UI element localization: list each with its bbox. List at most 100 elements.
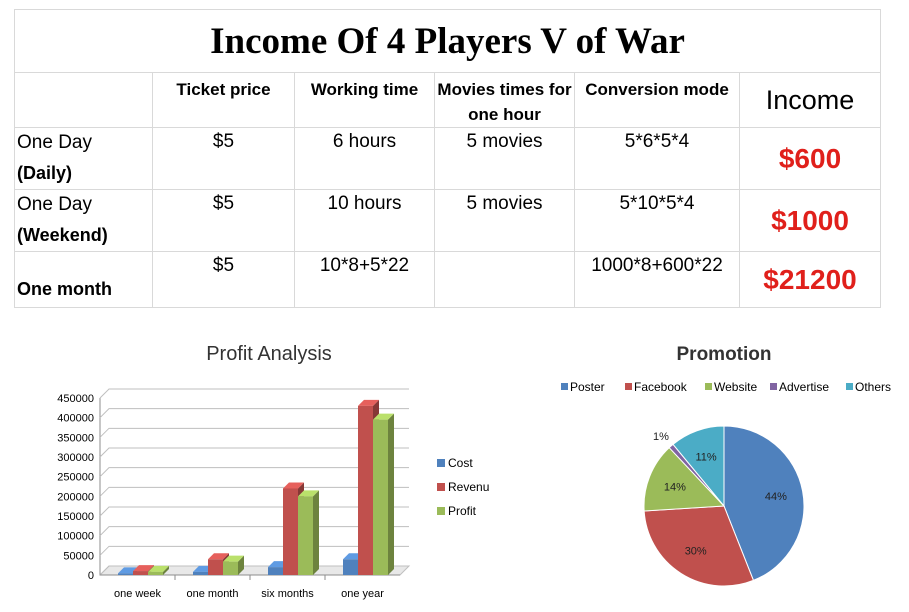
bar-front [373,419,388,575]
cell-ticket: $5 [152,251,295,308]
profit-chart-title: Profit Analysis [206,343,332,365]
cell-ticket: $5 [152,127,295,190]
header-ticket-price: Ticket price [152,72,295,128]
y-tick-label: 200000 [57,491,94,503]
cell-ticket: $5 [152,189,295,252]
legend-label: Website [714,380,757,394]
legend-swatch [437,483,445,491]
gridline [99,427,409,438]
bar-profit-one-week [148,565,169,575]
y-tick-label: 350000 [57,432,94,444]
pie-data-label: 30% [685,546,707,558]
pie-slice-website [643,446,726,512]
bar-front [148,571,163,575]
row-label: One Day (Daily) [14,127,153,190]
pie-data-label: 1% [653,431,669,443]
bar-top [133,565,154,572]
bar-top [358,399,379,406]
bar-front [133,571,148,575]
bar-front [193,571,208,575]
bar-top [373,413,394,420]
y-tick-label: 0 [88,570,94,582]
row-label-line1: One Day [17,132,92,153]
cell-income: $21200 [738,251,882,308]
bar-front [208,559,223,575]
legend-swatch [437,507,445,515]
cell-mode: 5*6*5*4 [574,127,740,190]
cell-time: 10*8+5*22 [294,251,435,308]
x-tick-label: six months [261,588,314,600]
gridline [99,467,409,478]
pie-slice-others [672,425,725,508]
bar-front [268,567,283,575]
bar-top [298,490,319,497]
legend-label: Cost [448,456,473,470]
header-movies-times: Movies times for one hour [434,72,575,128]
y-tick-label: 450000 [57,393,94,405]
profit-analysis-chart: Profit Analysis 0 50000 100000 150000 200000… [57,343,489,600]
legend-label: Advertise [779,380,829,394]
pie-slice-facebook [643,505,755,587]
legend-swatch [770,383,777,390]
table-title: Income Of 4 Players V of War [13,9,882,73]
cell-movies [434,251,575,308]
legend-swatch [846,383,853,390]
legend-label: Profit [448,504,477,518]
row-label-line2: (Daily) [17,163,73,183]
x-tick-label: one week [114,588,162,600]
pie-data-label: 14% [664,482,686,494]
cell-movies: 5 movies [434,127,575,190]
header-working-time: Working time [294,72,435,128]
bar-profit-one-month [223,555,244,575]
gridline [99,486,409,497]
table-row: One month $5 10*8+5*22 1000*8+600*22 $21… [14,251,882,308]
gridline [99,388,409,399]
row-label: One month [14,251,153,308]
y-tick-label: 400000 [57,413,94,425]
bar-top [208,553,229,560]
row-label-line2: One month [17,279,112,299]
legend-label: Revenu [448,480,489,494]
legend-label: Poster [570,380,605,394]
header-conversion-mode: Conversion mode [574,72,740,128]
row-label: One Day (Weekend) [14,189,153,252]
y-tick-label: 50000 [63,550,94,562]
bar-side [163,565,169,575]
bar-side [313,490,319,575]
legend-swatch [561,383,568,390]
cell-mode: 1000*8+600*22 [574,251,740,308]
bar-front [223,561,238,575]
header-empty [14,72,153,128]
bar-front [298,496,313,575]
cell-movies: 5 movies [434,189,575,252]
y-tick-label: 250000 [57,472,94,484]
legend-swatch [705,383,712,390]
promotion-chart-title: Promotion [677,344,772,365]
pie-data-label: 44% [765,491,787,503]
cell-income: $1000 [738,189,882,252]
bar-front [343,559,358,575]
bar-top [223,555,244,562]
y-tick-label: 150000 [57,511,94,523]
bar-side [388,413,394,575]
table-row: One Day (Daily) $5 6 hours 5 movies 5*6*5… [14,127,882,190]
cell-income: $600 [738,127,882,190]
bar-top [148,565,169,572]
bar-profit-six-months [298,490,319,575]
pie-slice-poster [723,425,805,582]
y-tick-label: 100000 [57,531,94,543]
row-label-line2: (Weekend) [17,225,108,245]
bar-front [283,488,298,575]
table-row: One Day (Weekend) $5 10 hours 5 movies 5*… [14,189,882,252]
bar-side [238,555,244,575]
y-tick-label: 300000 [57,452,94,464]
promotion-chart: Promotion Poster Facebook Website Advertise… [561,344,891,587]
gridline [99,408,409,419]
bar-top [283,482,304,489]
x-tick-label: one month [187,588,239,600]
legend-swatch [625,383,632,390]
row-label-line1: One Day [17,194,92,215]
x-tick-label: one year [341,588,384,600]
bar-front [118,573,133,575]
bar-profit-one-year [373,413,394,575]
